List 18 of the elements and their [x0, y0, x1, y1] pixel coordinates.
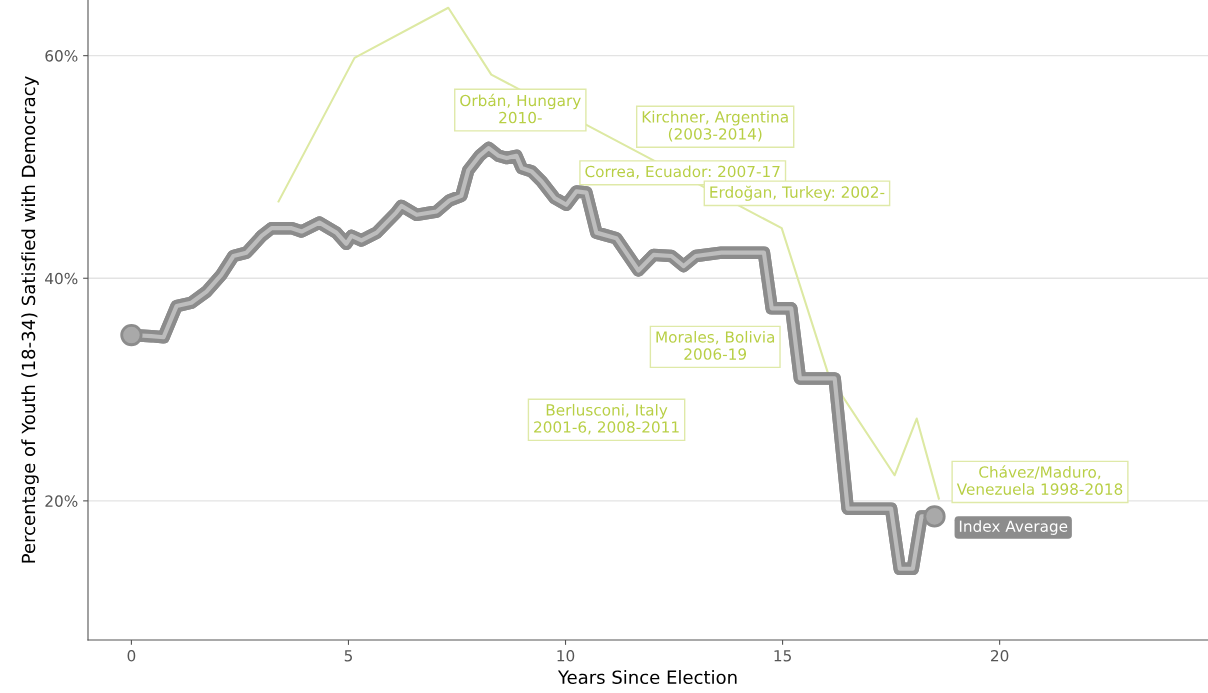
annotation: Orbán, Hungary 2010-	[460, 93, 581, 124]
x-tick-label: 15	[774, 650, 791, 662]
y-tick-label: 60%	[45, 50, 78, 62]
series-label: Index Average	[959, 520, 1068, 535]
x-tick-label: 10	[557, 649, 575, 662]
y-tick-label: 40%	[45, 272, 78, 285]
annotation: Berlusconi, Italy 2001-6, 2008-2011	[534, 403, 679, 435]
x-tick-label: 0	[127, 649, 136, 662]
annotation: Correa, Ecuador: 2007-17	[585, 165, 780, 179]
y-tick-label: 20%	[45, 495, 78, 507]
y-axis-title: Percentage of Youth (18-34) Satisfied with Democracy	[21, 76, 39, 563]
annotation: Morales, Bolivia 2006-19	[656, 330, 775, 360]
x-tick-label: 20	[991, 649, 1009, 662]
annotation: Chávez/Maduro, Venezuela 1998-2018	[956, 465, 1123, 495]
annotation: Erdoğan, Turkey: 2002-	[710, 185, 885, 201]
annotation: Kirchner, Argentina (2003-2014)	[642, 110, 788, 142]
x-axis-title: Years Since Election	[557, 670, 737, 685]
x-tick-label: 5	[344, 650, 352, 662]
